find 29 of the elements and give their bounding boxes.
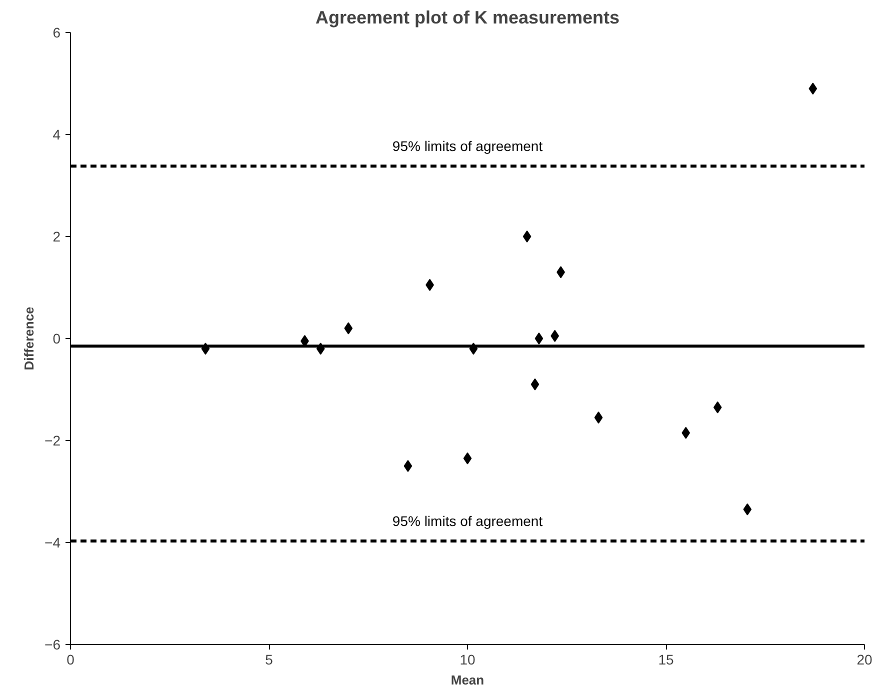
x-tick-label: 10: [460, 652, 476, 668]
x-tick-label: 20: [856, 652, 872, 668]
point: [344, 322, 353, 334]
y-tick-label: −2: [44, 432, 61, 448]
y-tick-label: 6: [52, 24, 61, 40]
x-tick-label: 0: [66, 652, 75, 668]
y-tick-label: 4: [52, 126, 61, 142]
y-tick-label: 0: [52, 330, 61, 346]
point: [530, 378, 540, 390]
point: [682, 426, 690, 439]
x-axis-title: Mean: [450, 672, 484, 688]
ref-line-label: 95% limits of agreement: [392, 512, 543, 529]
point: [550, 330, 560, 342]
y-tick-label: −4: [44, 534, 61, 550]
point: [808, 82, 818, 95]
point: [743, 503, 752, 516]
x-tick-label: 15: [658, 652, 674, 668]
y-tick-label: 2: [52, 228, 61, 244]
point: [404, 460, 412, 472]
chart-title: Agreement plot of K measurements: [315, 8, 620, 28]
y-axis-title: Difference: [22, 306, 37, 370]
point: [522, 230, 532, 242]
ref-line-label: 95% limits of agreement: [392, 138, 543, 154]
point: [594, 412, 603, 424]
point: [534, 332, 544, 344]
point: [713, 401, 722, 414]
x-tick-label: 5: [265, 652, 274, 668]
y-tick-label: −6: [44, 636, 61, 652]
point: [463, 452, 472, 464]
